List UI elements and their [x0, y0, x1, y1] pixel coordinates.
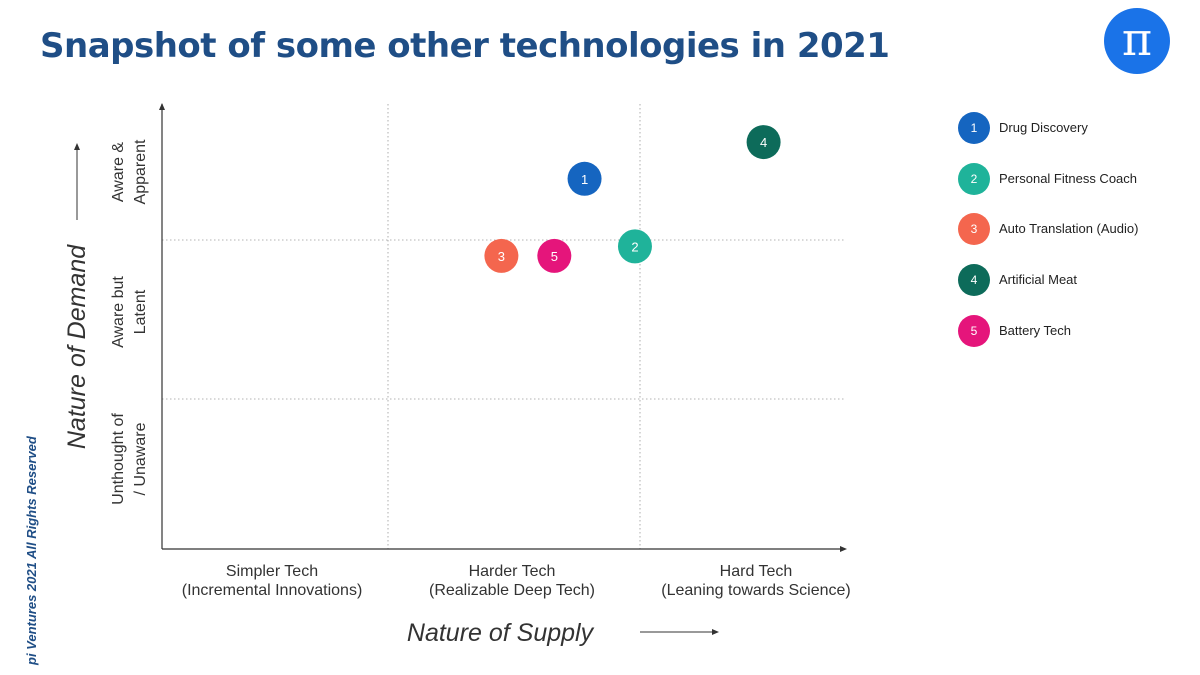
x-axis-title-arrow-icon: [712, 629, 719, 635]
data-point-3: [484, 238, 519, 273]
legend-label: Artificial Meat: [999, 272, 1078, 288]
x-axis-arrow-icon: [840, 546, 847, 552]
y-tick-label: Aware &: [110, 142, 127, 203]
y-axis-title: Nature of Demand: [63, 244, 91, 449]
data-point-label: 4: [760, 135, 767, 150]
page-title: Snapshot of some other technologies in 2…: [40, 26, 890, 66]
legend-item: 3 Auto Translation (Audio): [958, 213, 1188, 246]
x-tick-label: (Incremental Innovations): [182, 582, 363, 599]
x-tick-label: Harder Tech: [469, 563, 556, 580]
legend-item: 5 Battery Tech: [958, 314, 1188, 347]
legend-marker: 3: [958, 213, 990, 246]
x-tick-label: (Leaning towards Science): [661, 582, 850, 599]
y-axis-arrow-icon: [159, 103, 165, 110]
data-point-label: 5: [551, 249, 558, 264]
x-tick-label: Simpler Tech: [226, 563, 318, 580]
legend-label: Drug Discovery: [999, 120, 1088, 135]
data-point-2: [617, 229, 652, 264]
data-point-label: 1: [581, 172, 588, 187]
y-tick-label: Latent: [132, 289, 149, 334]
data-point-1: [567, 161, 602, 196]
legend-item: 4 Artificial Meat: [958, 264, 1188, 297]
legend-marker: 4: [958, 264, 990, 297]
data-point-label: 2: [631, 239, 638, 254]
legend-label: Battery Tech: [999, 322, 1072, 338]
y-tick-label: Unthought of: [110, 413, 127, 505]
legend-marker: 2: [958, 162, 990, 195]
x-tick-label: Hard Tech: [720, 563, 793, 580]
legend-marker: 5: [958, 314, 990, 347]
y-tick-label-group: Aware & Apparent: [110, 139, 149, 204]
legend-item: 2 Personal Fitness Coach: [958, 162, 1188, 195]
y-tick-label: Apparent: [132, 139, 149, 204]
legend-marker: 1: [958, 112, 990, 144]
data-point-label: 3: [498, 249, 505, 264]
data-point-4: [746, 125, 781, 160]
x-axis-title: Nature of Supply: [407, 619, 595, 647]
y-tick-label-group: Aware but Latent: [110, 276, 149, 348]
legend-label: Auto Translation (Audio): [999, 221, 1139, 237]
logo: π: [1104, 8, 1170, 74]
legend-item: 1 Drug Discovery: [958, 112, 1188, 144]
y-tick-label: Aware but: [110, 276, 127, 348]
x-tick-label: (Realizable Deep Tech): [429, 582, 595, 599]
y-tick-label-group: Unthought of / Unaware: [110, 413, 149, 505]
y-axis-title-arrow-icon: [74, 143, 80, 150]
data-point-5: [537, 238, 572, 273]
y-tick-label: / Unaware: [132, 422, 149, 495]
legend-label: Personal Fitness Coach: [999, 170, 1138, 186]
pi-icon: π: [1121, 12, 1153, 66]
